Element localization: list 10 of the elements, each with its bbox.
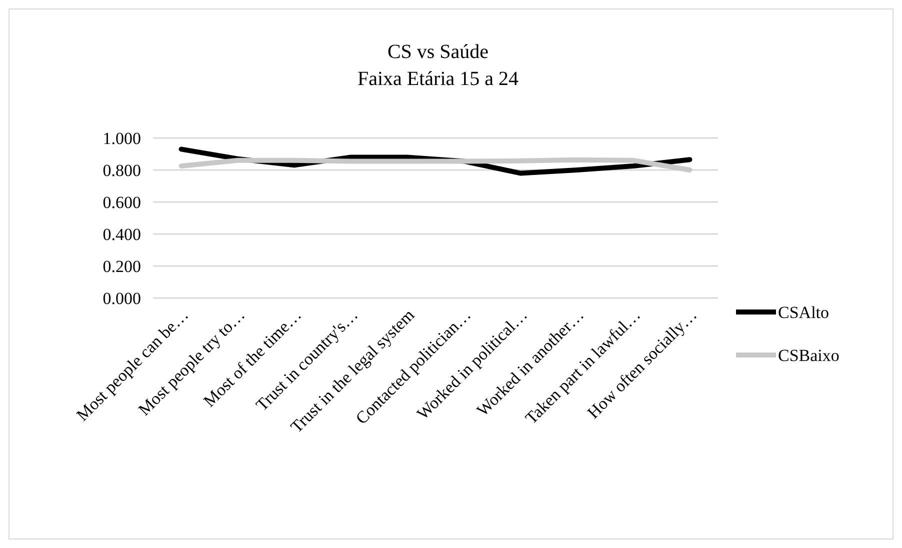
y-tick-label: 0.600 [102,192,141,212]
legend-label: CSAlto [778,302,830,322]
legend-label: CSBaixo [778,346,840,365]
y-tick-label: 1.000 [102,128,141,148]
y-tick-label: 0.200 [102,256,141,276]
y-tick-label: 0.800 [102,160,141,180]
chart-title: CS vs Saúde [387,41,489,63]
y-tick-label: 0.000 [102,288,141,308]
y-tick-label: 0.400 [102,224,141,244]
chart-subtitle: Faixa Etária 15 a 24 [357,68,519,90]
